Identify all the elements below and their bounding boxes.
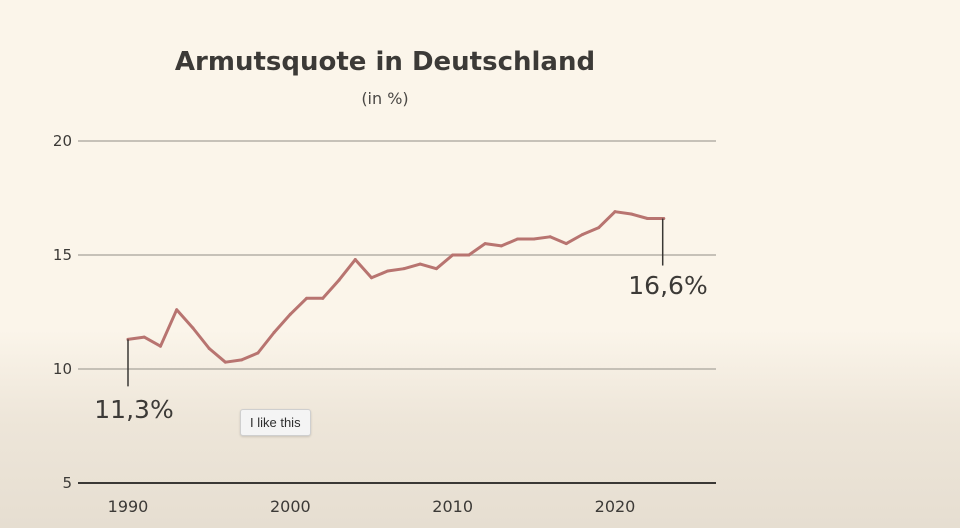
data-point (175, 308, 179, 312)
data-point (613, 210, 617, 214)
data-point (223, 360, 227, 364)
data-point (434, 267, 438, 271)
data-point (191, 326, 195, 330)
data-point (353, 258, 357, 262)
data-point (629, 212, 633, 216)
data-point (158, 344, 162, 348)
data-point (451, 253, 455, 257)
data-point (207, 346, 211, 350)
data-point (370, 276, 373, 280)
data-point (386, 269, 390, 273)
data-point (305, 296, 309, 300)
x-tick-label: 2010 (432, 497, 473, 516)
annotation-end-value: 16,6% (628, 271, 707, 300)
series-layer (126, 210, 666, 364)
chart-subtitle: (in %) (361, 89, 408, 108)
data-point (564, 242, 568, 246)
data-point (581, 232, 585, 236)
data-point (499, 244, 503, 248)
series-line-0 (126, 210, 666, 364)
grid-lines (78, 140, 716, 484)
data-point (516, 237, 520, 241)
y-tick-label: 15 (53, 246, 72, 264)
data-point (402, 267, 406, 271)
data-point (142, 335, 146, 339)
x-tick-label: 2000 (270, 497, 311, 516)
y-tick-label: 20 (53, 132, 72, 150)
tooltip-i-like-this[interactable]: I like this (240, 409, 311, 436)
y-axis-ticks: 20 15 10 5 (53, 132, 72, 492)
data-point (240, 358, 244, 362)
data-point (483, 242, 487, 246)
data-point (337, 278, 341, 282)
annotations: 11,3% 16,6% (94, 218, 708, 424)
x-axis-ticks: 1990 2000 2010 2020 (108, 497, 636, 516)
data-point (321, 296, 325, 300)
data-point (418, 262, 422, 266)
y-tick-label: 5 (62, 474, 72, 492)
data-point (272, 331, 276, 335)
data-point (256, 351, 260, 355)
x-tick-label: 1990 (108, 497, 149, 516)
chart-title: Armutsquote in Deutschland (175, 47, 595, 77)
x-tick-label: 2020 (595, 497, 636, 516)
data-point (597, 226, 601, 230)
data-point (288, 312, 292, 316)
y-tick-label: 10 (53, 360, 72, 378)
data-point (467, 253, 471, 257)
data-point (532, 237, 536, 241)
data-point (645, 217, 649, 221)
annotation-start-value: 11,3% (94, 395, 173, 424)
data-point (548, 235, 552, 239)
